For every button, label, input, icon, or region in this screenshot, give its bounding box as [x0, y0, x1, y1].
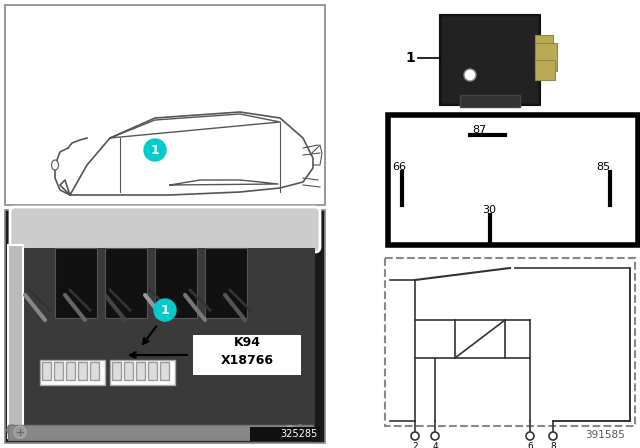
- Bar: [136, 362, 145, 380]
- Bar: [90, 362, 99, 380]
- Text: 8: 8: [550, 442, 556, 448]
- Text: 391585: 391585: [585, 430, 625, 440]
- Ellipse shape: [51, 160, 58, 170]
- Circle shape: [295, 425, 305, 435]
- Bar: [385, 258, 635, 426]
- Bar: [124, 362, 133, 380]
- Bar: [112, 362, 121, 380]
- Text: 87: 87: [472, 125, 486, 135]
- Bar: [442, 17, 538, 103]
- Bar: [455, 320, 505, 358]
- Text: 66: 66: [392, 162, 406, 172]
- Bar: [250, 427, 320, 441]
- Circle shape: [154, 299, 176, 321]
- Text: 1: 1: [150, 143, 159, 156]
- Bar: [40, 360, 105, 385]
- Bar: [78, 362, 87, 380]
- Bar: [160, 362, 169, 380]
- Bar: [66, 362, 75, 380]
- Bar: [205, 248, 247, 318]
- Bar: [535, 35, 553, 70]
- Circle shape: [549, 432, 557, 440]
- Bar: [5, 210, 325, 443]
- Text: K94
X18766: K94 X18766: [221, 336, 273, 367]
- Bar: [535, 43, 557, 71]
- Bar: [105, 248, 147, 318]
- Bar: [155, 248, 197, 318]
- Bar: [440, 15, 540, 105]
- Text: 4: 4: [432, 442, 438, 448]
- Bar: [148, 362, 157, 380]
- Text: 1: 1: [161, 303, 170, 316]
- Bar: [15, 248, 315, 436]
- Bar: [54, 362, 63, 380]
- Circle shape: [14, 426, 26, 438]
- Text: 2: 2: [412, 442, 418, 448]
- FancyBboxPatch shape: [10, 207, 320, 252]
- Bar: [42, 362, 51, 380]
- Circle shape: [431, 432, 439, 440]
- Bar: [193, 335, 301, 375]
- Bar: [535, 60, 555, 80]
- Circle shape: [144, 139, 166, 161]
- Bar: [460, 95, 520, 107]
- Text: 325285: 325285: [281, 429, 318, 439]
- Circle shape: [464, 69, 476, 81]
- Text: 30: 30: [482, 205, 496, 215]
- Circle shape: [411, 432, 419, 440]
- Bar: [388, 115, 638, 245]
- Text: 85: 85: [596, 162, 610, 172]
- Bar: [8, 245, 23, 438]
- Bar: [8, 425, 313, 440]
- Bar: [5, 5, 325, 205]
- Circle shape: [526, 432, 534, 440]
- Text: 1: 1: [405, 51, 415, 65]
- Bar: [55, 248, 97, 318]
- Circle shape: [7, 425, 17, 435]
- Circle shape: [284, 426, 296, 438]
- Text: 6: 6: [527, 442, 533, 448]
- Bar: [110, 360, 175, 385]
